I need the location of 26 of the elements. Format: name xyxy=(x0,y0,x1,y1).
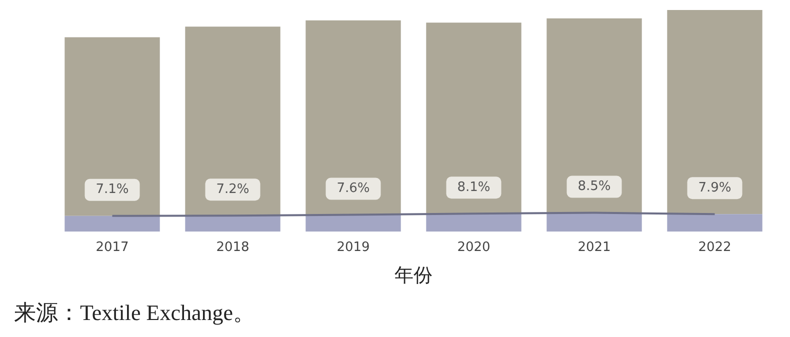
bar xyxy=(306,20,401,215)
data-label: 8.1% xyxy=(457,180,490,196)
x-axis-title: 年份 xyxy=(394,264,432,287)
source-note: 来源：Textile Exchange。 xyxy=(14,299,256,327)
x-tick-label: 2021 xyxy=(578,240,611,255)
x-tick-label: 2017 xyxy=(96,240,129,255)
bar xyxy=(546,212,642,232)
bar xyxy=(667,214,762,232)
bar xyxy=(64,37,160,216)
data-label: 7.1% xyxy=(96,182,129,198)
data-label: 7.6% xyxy=(336,181,370,196)
data-label: 7.9% xyxy=(698,180,732,196)
bar xyxy=(185,216,280,232)
bar xyxy=(64,216,160,232)
bar xyxy=(426,22,522,214)
bar xyxy=(185,26,280,216)
data-label: 8.5% xyxy=(578,179,611,194)
bar xyxy=(426,214,522,232)
bar xyxy=(306,214,401,232)
bar xyxy=(546,18,642,213)
x-tick-label: 2020 xyxy=(457,240,490,255)
bar xyxy=(667,10,762,214)
x-tick-label: 2018 xyxy=(216,240,250,255)
x-tick-label: 2022 xyxy=(698,240,732,255)
data-label: 7.2% xyxy=(216,182,250,198)
x-tick-label: 2019 xyxy=(336,240,370,255)
